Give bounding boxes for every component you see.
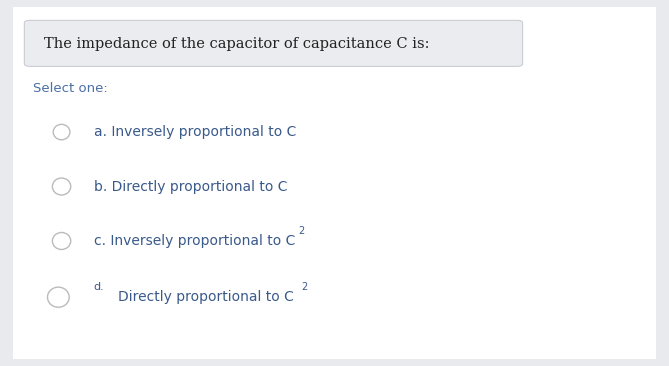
- Text: c. Inversely proportional to C: c. Inversely proportional to C: [94, 234, 295, 248]
- Text: Select one:: Select one:: [33, 82, 108, 95]
- Text: a. Inversely proportional to C: a. Inversely proportional to C: [94, 125, 296, 139]
- FancyBboxPatch shape: [24, 20, 522, 66]
- Text: b. Directly proportional to C: b. Directly proportional to C: [94, 179, 287, 194]
- Text: 2: 2: [301, 282, 307, 292]
- Text: 2: 2: [298, 226, 304, 236]
- Text: The impedance of the capacitor of capacitance C is:: The impedance of the capacitor of capaci…: [44, 37, 429, 51]
- Text: Directly proportional to C: Directly proportional to C: [118, 290, 294, 304]
- Text: d.: d.: [94, 282, 104, 292]
- FancyBboxPatch shape: [13, 7, 656, 359]
